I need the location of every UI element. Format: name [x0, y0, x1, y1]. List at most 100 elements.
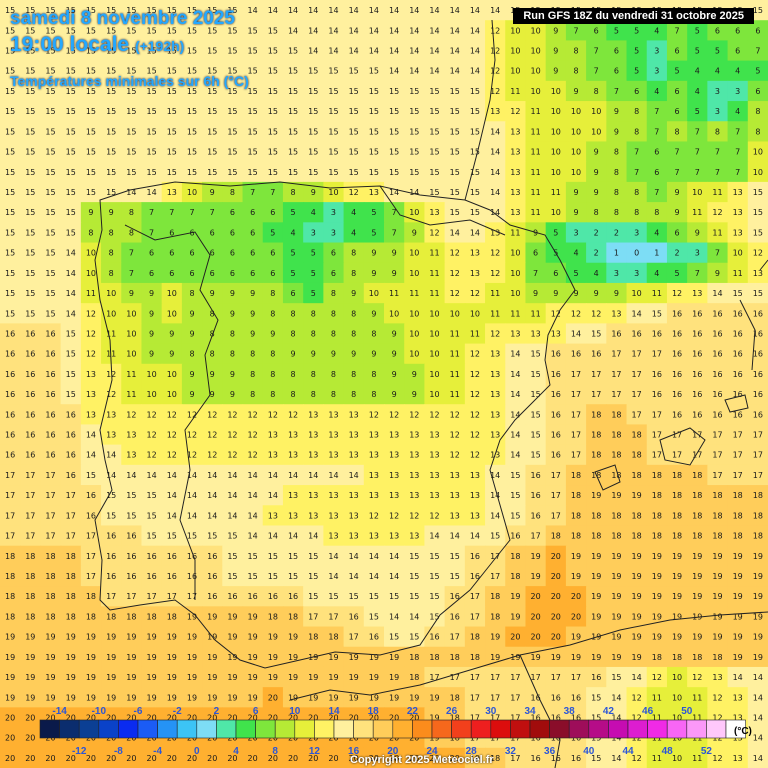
grid-cell [384, 20, 405, 42]
grid-cell [60, 40, 82, 62]
legend-top-labels: -14 -10 -6 -2 2 6 10 14 18 22 26 30 34 38 42 46 50 [52, 706, 692, 717]
grid-cell [586, 343, 607, 365]
grid-cell [565, 747, 587, 768]
grid-value: 8 [594, 87, 599, 96]
grid-cell [222, 40, 244, 62]
grid-value: 19 [248, 633, 258, 642]
grid-cell [444, 282, 466, 304]
grid-value: 19 [45, 673, 55, 682]
grid-value: 19 [611, 572, 621, 581]
grid-cell [0, 727, 21, 749]
grid-value: 6 [230, 208, 235, 217]
grid-value: 19 [106, 653, 116, 662]
grid-cell [20, 545, 42, 567]
grid-cell [121, 60, 143, 82]
grid-value: 13 [753, 269, 763, 278]
grid-value: 19 [328, 653, 338, 662]
grid-value: 13 [328, 451, 338, 460]
grid-value: 20 [126, 713, 136, 722]
grid-cell [343, 363, 365, 385]
grid-value: 20 [551, 633, 561, 642]
grid-cell [646, 20, 668, 42]
grid-value: 15 [409, 572, 419, 581]
grid-cell [525, 444, 547, 466]
grid-value: 6 [614, 67, 619, 76]
grid-cell [303, 121, 324, 143]
grid-cell [282, 181, 304, 203]
grid-cell [545, 626, 567, 648]
grid-value: 8 [270, 350, 275, 359]
grid-value: 8 [675, 127, 680, 136]
grid-value: 17 [632, 350, 642, 359]
grid-cell [384, 262, 405, 284]
grid-value: 19 [591, 653, 601, 662]
grid-value: 14 [126, 471, 136, 480]
grid-value: 15 [126, 168, 136, 177]
grid-cell [0, 20, 21, 42]
grid-value: 15 [45, 127, 55, 136]
grid-value: 17 [25, 532, 35, 541]
grid-cell [606, 161, 628, 183]
grid-cell [424, 747, 446, 768]
grid-value: 13 [470, 471, 480, 480]
grid-cell [80, 485, 102, 506]
grid-value: 19 [5, 633, 15, 642]
grid-value: 6 [291, 289, 296, 298]
grid-cell [444, 606, 466, 628]
grid-value: 14 [632, 309, 642, 318]
grid-cell [101, 80, 122, 102]
grid-value: 8 [755, 127, 760, 136]
grid-cell [101, 687, 122, 708]
grid-cell [303, 626, 324, 648]
grid-cell [80, 404, 102, 426]
grid-value: 10 [389, 309, 399, 318]
grid-cell [262, 464, 284, 486]
grid-value: 10 [167, 390, 177, 399]
grid-cell [565, 60, 587, 82]
grid-value: 15 [349, 107, 359, 116]
grid-value: 4 [695, 87, 700, 96]
grid-cell [343, 626, 365, 648]
grid-cell [687, 404, 708, 426]
grid-cell [222, 242, 244, 264]
grid-cell [101, 222, 122, 244]
grid-cell [464, 444, 486, 466]
grid-cell [666, 646, 688, 668]
grid-cell [161, 545, 183, 567]
legend-label: 10 [289, 706, 301, 717]
grid-cell [444, 666, 466, 688]
grid-cell [747, 222, 768, 244]
grid-cell [141, 464, 163, 486]
grid-cell [646, 485, 668, 506]
legend-label: 36 [544, 746, 556, 757]
grid-cell [40, 424, 62, 446]
grid-value: 16 [5, 410, 15, 419]
grid-value: 12 [369, 511, 379, 520]
grid-value: 14 [429, 67, 439, 76]
grid-value: 18 [632, 451, 642, 460]
grid-cell [586, 545, 607, 567]
grid-cell [707, 444, 729, 466]
grid-cell [404, 363, 426, 385]
grid-value: 14 [490, 148, 500, 157]
grid-value: 15 [429, 592, 439, 601]
grid-cell [626, 626, 648, 648]
grid-cell [707, 687, 729, 708]
grid-cell [404, 262, 426, 284]
grid-value: 18 [571, 491, 581, 500]
grid-cell [181, 525, 203, 547]
grid-cell [727, 586, 749, 607]
grid-value: 15 [450, 168, 460, 177]
grid-cell [626, 282, 648, 304]
grid-cell [181, 202, 203, 223]
grid-cell [646, 404, 668, 426]
grid-cell [282, 545, 304, 567]
grid-value: 10 [551, 208, 561, 217]
grid-value: 5 [634, 26, 639, 35]
grid-cell [141, 505, 163, 527]
grid-value: 15 [389, 592, 399, 601]
grid-value: 18 [611, 511, 621, 520]
grid-cell [606, 606, 628, 628]
grid-value: 13 [288, 491, 298, 500]
grid-cell [404, 485, 426, 506]
